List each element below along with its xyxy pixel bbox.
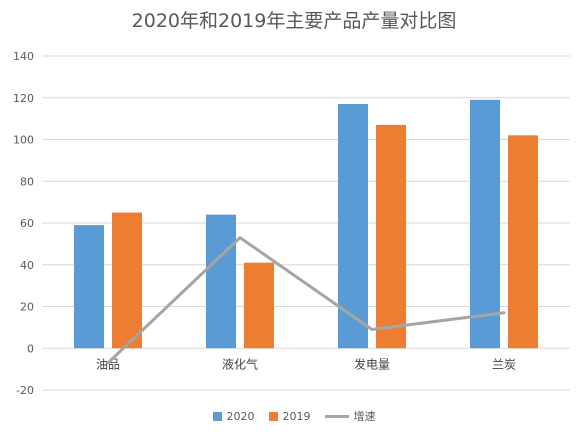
y-tick-label: 80 bbox=[20, 175, 34, 188]
y-tick-label: 20 bbox=[20, 301, 34, 314]
y-tick-label: 140 bbox=[13, 50, 34, 63]
legend-label-2019: 2019 bbox=[282, 409, 311, 423]
bar-2019-3 bbox=[508, 135, 538, 349]
legend-swatch-2020 bbox=[212, 411, 222, 421]
y-tick-label: 120 bbox=[13, 92, 34, 105]
bar-2019-2 bbox=[376, 124, 406, 349]
bar-2019-0 bbox=[112, 212, 142, 349]
legend-swatch-growth bbox=[324, 414, 349, 418]
x-category-label: 液化气 bbox=[222, 356, 258, 371]
legend-item-growth: 增速 bbox=[324, 408, 376, 424]
legend-label-2020: 2020 bbox=[226, 409, 255, 423]
bar-2019-1 bbox=[244, 262, 274, 349]
legend-label-growth: 增速 bbox=[353, 410, 376, 423]
bar-2020-0 bbox=[74, 225, 104, 349]
x-category-label: 发电量 bbox=[354, 356, 390, 371]
legend: 2020 2019 增速 bbox=[0, 408, 588, 424]
x-category-label: 兰炭 bbox=[492, 357, 516, 371]
legend-swatch-2019 bbox=[268, 411, 278, 421]
y-tick-label: 60 bbox=[20, 217, 34, 230]
bar-2020-1 bbox=[206, 214, 236, 349]
y-tick-label: 0 bbox=[27, 342, 34, 355]
bar-2020-2 bbox=[338, 104, 368, 349]
line-series-growth bbox=[106, 236, 506, 365]
legend-item-2019: 2019 bbox=[268, 409, 311, 423]
legend-item-2020: 2020 bbox=[212, 409, 255, 423]
bar-2020-3 bbox=[470, 99, 500, 349]
y-tick-label: -20 bbox=[16, 384, 34, 397]
chart-title: 2020年和2019年主要产品产量对比图 bbox=[131, 10, 457, 32]
y-tick-label: 100 bbox=[13, 134, 34, 147]
y-tick-label: 40 bbox=[20, 259, 34, 272]
